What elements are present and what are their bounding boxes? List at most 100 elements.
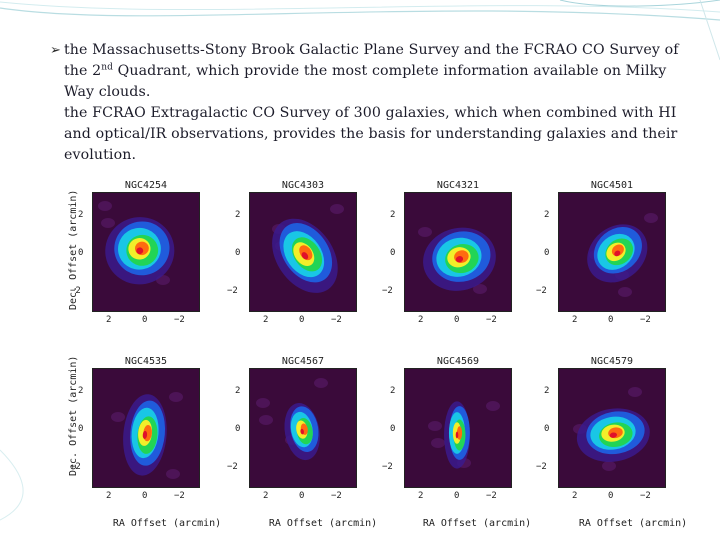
intensity-contour bbox=[609, 432, 617, 438]
slide-text: ➢ the Massachusetts-Stony Brook Galactic … bbox=[48, 40, 698, 166]
y-tick-label: 0 bbox=[544, 424, 550, 434]
x-axis-label: RA Offset (arcmin) bbox=[578, 518, 688, 529]
noise-patch bbox=[628, 387, 642, 397]
y-tick-label: 0 bbox=[390, 248, 396, 258]
map-frame bbox=[249, 192, 357, 312]
intensity-contour bbox=[456, 426, 463, 440]
co-intensity-map bbox=[249, 368, 357, 488]
intensity-contour bbox=[455, 431, 459, 439]
galaxy-map-panel: NGC4321 2 0 −2 2 0 −2 bbox=[382, 180, 512, 325]
noise-patch bbox=[330, 204, 344, 214]
x-tick-label: −2 bbox=[174, 315, 185, 325]
noise-patch bbox=[618, 287, 632, 297]
intensity-contour bbox=[614, 250, 621, 257]
noise-patch bbox=[259, 415, 273, 425]
x-tick-label: 0 bbox=[608, 491, 614, 501]
noise-patch bbox=[431, 438, 445, 448]
co-intensity-map bbox=[249, 192, 357, 312]
galaxy-map-panel: NGC4567 2 0 −2 2 0 −2 bbox=[227, 356, 357, 501]
map-frame bbox=[558, 192, 666, 312]
galaxy-name: NGC4501 bbox=[590, 180, 634, 191]
map-frame bbox=[404, 368, 512, 488]
x-tick-label: 0 bbox=[454, 491, 460, 501]
x-tick-label: −2 bbox=[174, 491, 185, 501]
y-tick-label: 0 bbox=[78, 248, 84, 258]
ordinal-suffix: nd bbox=[101, 62, 114, 73]
noise-patch bbox=[256, 398, 270, 408]
x-tick-label: −2 bbox=[331, 491, 342, 501]
galaxy-map-panel: NGC4569 2 0 −2 2 0 −2 bbox=[382, 356, 512, 501]
x-tick-label: −2 bbox=[640, 491, 651, 501]
map-frame bbox=[558, 368, 666, 488]
galaxy-name: NGC4254 bbox=[124, 180, 168, 191]
x-tick-label: 2 bbox=[106, 315, 112, 325]
x-tick-label: 2 bbox=[572, 491, 578, 501]
y-tick-label: 0 bbox=[78, 424, 84, 434]
co-maps-figure: Dec. Offset (arcmin) Dec. Offset (arcmin… bbox=[62, 168, 690, 534]
x-axis-label: RA Offset (arcmin) bbox=[268, 518, 378, 529]
galaxy-name: NGC4567 bbox=[281, 356, 325, 367]
x-tick-label: 2 bbox=[263, 491, 269, 501]
intensity-contour bbox=[301, 252, 309, 260]
x-tick-label: 0 bbox=[299, 315, 305, 325]
x-tick-label: 2 bbox=[418, 315, 424, 325]
intensity-contour bbox=[300, 428, 304, 435]
co-intensity-map bbox=[404, 192, 512, 312]
x-tick-label: 0 bbox=[142, 315, 148, 325]
co-intensity-map bbox=[558, 192, 666, 312]
y-tick-label: −2 bbox=[227, 462, 238, 472]
intensity-contour bbox=[455, 256, 464, 263]
y-tick-label: 0 bbox=[235, 248, 241, 258]
x-tick-label: 0 bbox=[142, 491, 148, 501]
y-tick-label: 0 bbox=[390, 424, 396, 434]
galaxy-name: NGC4303 bbox=[281, 180, 325, 191]
noise-patch bbox=[166, 469, 180, 479]
arrow-bullet-icon: ➢ bbox=[50, 43, 61, 58]
x-tick-label: −2 bbox=[331, 315, 342, 325]
y-tick-label: −2 bbox=[70, 286, 81, 296]
co-intensity-map bbox=[92, 192, 200, 312]
map-frame bbox=[404, 192, 512, 312]
galaxy-name: NGC4579 bbox=[590, 356, 634, 367]
x-tick-label: −2 bbox=[640, 315, 651, 325]
x-tick-label: −2 bbox=[486, 491, 497, 501]
noise-patch bbox=[602, 461, 616, 471]
x-tick-label: 2 bbox=[418, 491, 424, 501]
galaxy-map-panel: NGC4535 2 0 −2 2 0 −2 bbox=[70, 356, 200, 501]
galaxy-map-panel: NGC4303 2 0 −2 2 0 −2 bbox=[227, 180, 357, 325]
y-axis-label-row2: Dec. Offset (arcmin) bbox=[68, 355, 79, 476]
co-intensity-map bbox=[558, 368, 666, 488]
y-tick-label: −2 bbox=[382, 286, 393, 296]
y-tick-label: 0 bbox=[544, 248, 550, 258]
co-intensity-map bbox=[92, 368, 200, 488]
noise-patch bbox=[101, 218, 115, 228]
noise-patch bbox=[644, 213, 658, 223]
y-tick-label: −2 bbox=[227, 286, 238, 296]
y-tick-label: −2 bbox=[536, 462, 547, 472]
x-axis-label: RA Offset (arcmin) bbox=[112, 518, 222, 529]
y-tick-label: 0 bbox=[235, 424, 241, 434]
y-tick-label: 2 bbox=[544, 210, 550, 220]
y-tick-label: 2 bbox=[390, 386, 396, 396]
noise-patch bbox=[98, 201, 112, 211]
intensity-contour bbox=[142, 430, 148, 439]
x-tick-label: 2 bbox=[106, 491, 112, 501]
bullet-1-text-cont: Quadrant, which provide the most complet… bbox=[64, 63, 667, 100]
bullet-1-text: the Massachusetts-Stony Brook Galactic P… bbox=[64, 42, 679, 79]
x-tick-label: 0 bbox=[299, 491, 305, 501]
noise-patch bbox=[418, 227, 432, 237]
x-tick-label: 2 bbox=[263, 315, 269, 325]
noise-patch bbox=[111, 412, 125, 422]
x-tick-label: 2 bbox=[572, 315, 578, 325]
galaxy-name: NGC4535 bbox=[124, 356, 168, 367]
y-tick-label: 2 bbox=[235, 210, 241, 220]
noise-patch bbox=[428, 421, 442, 431]
co-intensity-map bbox=[404, 368, 512, 488]
x-axis-label: RA Offset (arcmin) bbox=[422, 518, 532, 529]
y-tick-label: −2 bbox=[382, 462, 393, 472]
map-frame bbox=[249, 368, 357, 488]
bullet-item-1: ➢ the Massachusetts-Stony Brook Galactic … bbox=[48, 40, 698, 103]
x-tick-label: 0 bbox=[608, 315, 614, 325]
y-tick-label: 2 bbox=[544, 386, 550, 396]
